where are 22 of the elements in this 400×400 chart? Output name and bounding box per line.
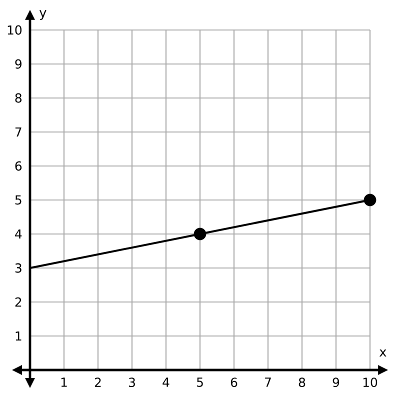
x-tick-label: 10 xyxy=(363,378,378,388)
x-tick-label: 2 xyxy=(94,378,101,387)
y-tick-label: 6 xyxy=(15,161,22,171)
y-tick-label: 10 xyxy=(8,25,22,35)
x-tick-label: 1 xyxy=(61,378,67,387)
x-tick-label: 6 xyxy=(230,378,238,388)
x-tick-label: 9 xyxy=(332,378,340,388)
y-tick-label: 9 xyxy=(15,59,22,69)
y-tick-label: 1 xyxy=(16,331,22,341)
y-axis-title: y xyxy=(39,10,46,20)
x-axis-title: x xyxy=(379,349,386,357)
y-tick-label: 5 xyxy=(15,195,22,205)
x-tick-label: 5 xyxy=(196,378,203,387)
y-tick-label: 7 xyxy=(15,127,22,137)
x-tick-label: 7 xyxy=(265,378,271,387)
x-tick-label: 4 xyxy=(162,378,170,387)
y-tick-label: 2 xyxy=(15,297,22,307)
y-tick-label: 8 xyxy=(15,93,22,103)
x-tick-label: 8 xyxy=(298,378,306,388)
y-tick-label: 4 xyxy=(15,229,22,239)
y-tick-label: 3 xyxy=(15,263,22,273)
x-tick-label: 3 xyxy=(128,378,135,388)
